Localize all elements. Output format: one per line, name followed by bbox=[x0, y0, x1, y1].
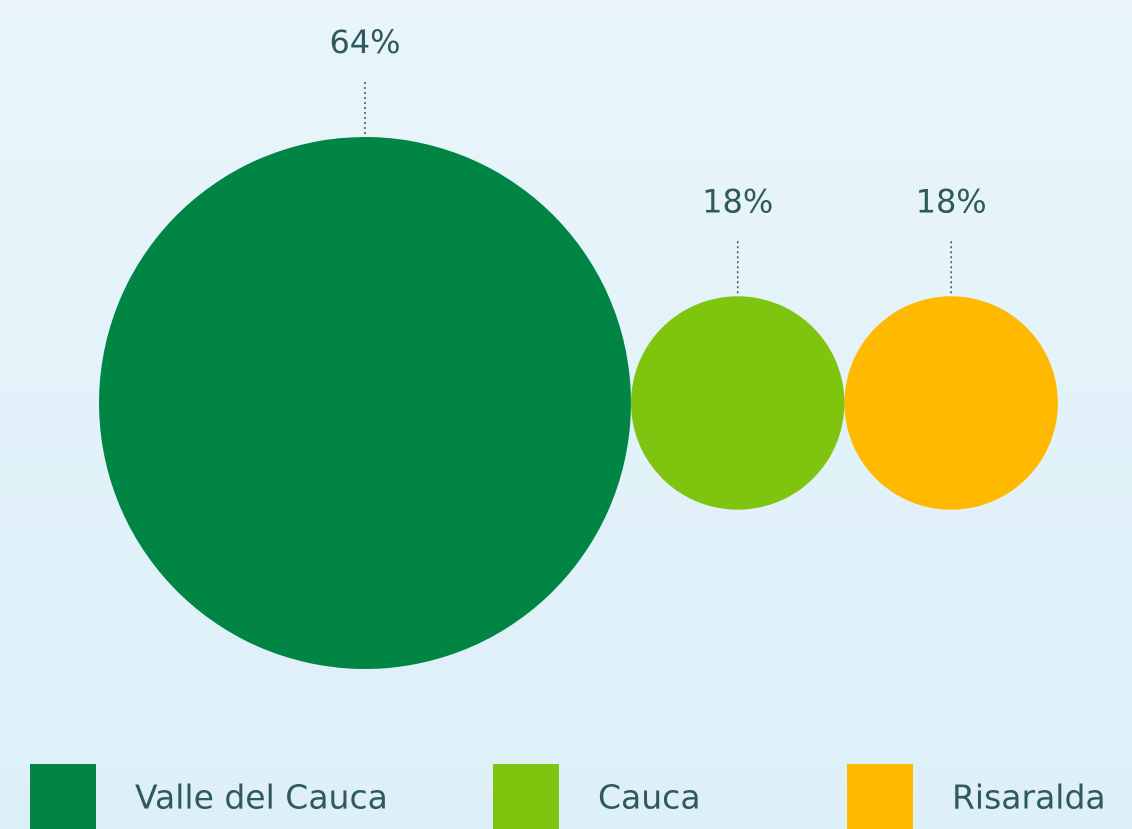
bubble bbox=[844, 296, 1058, 510]
value-label: 18% bbox=[916, 182, 987, 220]
legend-swatch bbox=[493, 764, 559, 829]
legend-swatch bbox=[30, 764, 96, 829]
bubble bbox=[631, 296, 845, 510]
legend-label: Cauca bbox=[598, 778, 701, 817]
value-label: 18% bbox=[702, 182, 773, 220]
value-label: 64% bbox=[329, 23, 400, 61]
bubble bbox=[99, 137, 631, 669]
legend-swatch bbox=[847, 764, 913, 829]
legend-label: Risaralda bbox=[952, 778, 1106, 817]
legend-label: Valle del Cauca bbox=[135, 778, 388, 817]
